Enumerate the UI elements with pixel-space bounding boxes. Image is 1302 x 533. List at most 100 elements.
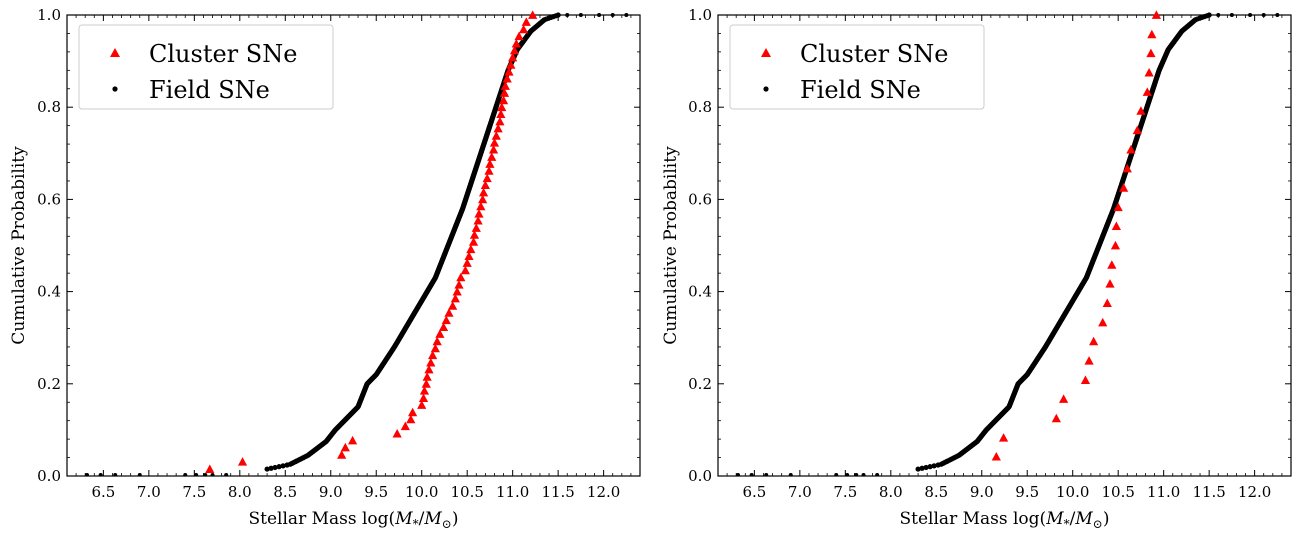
- legend-cluster-marker: [761, 48, 771, 57]
- cluster-point: [1126, 145, 1136, 154]
- field-point: [919, 465, 925, 471]
- cluster-point: [484, 166, 494, 175]
- x-tick-label: 10.0: [1056, 483, 1089, 501]
- x-axis-label-part: *: [1064, 517, 1070, 531]
- cluster-point: [497, 102, 507, 112]
- cluster-point: [1110, 240, 1121, 250]
- cluster-point: [482, 173, 492, 183]
- cluster-point: [237, 457, 248, 466]
- field-point: [98, 473, 103, 476]
- legend-field-label: Field SNe: [149, 76, 270, 104]
- cluster-point: [1119, 183, 1129, 192]
- field-point: [272, 464, 278, 471]
- field-point: [875, 473, 880, 476]
- field-point: [845, 473, 850, 476]
- cluster-point: [509, 45, 520, 55]
- legend-cluster-marker: [110, 48, 120, 57]
- x-axis-label-part: *: [413, 517, 419, 531]
- cluster-point: [417, 400, 427, 409]
- cluster-point: [491, 131, 501, 140]
- cluster-point: [1051, 413, 1061, 423]
- cluster-point: [495, 116, 505, 126]
- x-axis-label-part: M: [1074, 509, 1093, 529]
- x-axis-label-part: ): [1103, 509, 1110, 529]
- legend: Cluster SNe Field SNe: [729, 24, 985, 110]
- cluster-point: [485, 159, 495, 168]
- field-point: [834, 473, 839, 476]
- cluster-point: [1147, 29, 1157, 39]
- field-point: [224, 473, 229, 476]
- y-tick-label: 0.6: [688, 190, 712, 208]
- cluster-point: [1113, 202, 1123, 212]
- x-tick-label: 8.0: [879, 483, 903, 501]
- field-point: [1206, 12, 1212, 18]
- field-point: [85, 473, 90, 476]
- cluster-point: [496, 109, 506, 119]
- cluster-point: [340, 442, 350, 452]
- field-point: [113, 473, 118, 476]
- field-point: [1229, 13, 1234, 17]
- chart-panel-left: 6.5 7.0 7.5 8.0 8.5 9.0 9.5 10.0 10.5 11.0 11.5 12.…: [9, 6, 641, 531]
- cluster-point: [450, 293, 460, 303]
- chart-panel-right: 6.5 7.0 7.5 8.0 8.5 9.0 9.5 10.0 10.5 11.0 11.5 12.…: [661, 6, 1292, 531]
- cluster-point: [1111, 221, 1121, 231]
- x-axis-label-part: ⊙: [1093, 517, 1103, 531]
- cluster-point: [488, 145, 499, 154]
- y-tick-label: 0.2: [37, 375, 61, 393]
- cluster-point: [493, 123, 503, 133]
- field-point: [788, 473, 793, 476]
- x-tick-label: 9.0: [319, 483, 343, 501]
- field-point: [1248, 13, 1253, 17]
- cluster-point: [506, 60, 516, 69]
- cluster-point: [428, 350, 438, 360]
- cluster-point: [1084, 356, 1094, 365]
- cluster-point: [521, 17, 531, 26]
- field-point: [210, 473, 215, 476]
- legend-box: [729, 24, 985, 110]
- cluster-point: [476, 201, 486, 211]
- x-axis-label-part: M: [423, 509, 442, 529]
- field-point: [276, 464, 282, 470]
- cluster-point: [504, 67, 514, 76]
- field-point: [610, 13, 615, 17]
- cluster-point: [528, 10, 538, 19]
- x-tick-label: 9.0: [970, 483, 994, 501]
- legend-field-marker: [112, 86, 118, 92]
- y-tick-label: 0.4: [37, 283, 61, 301]
- cluster-point: [454, 280, 464, 289]
- field-point: [923, 464, 929, 471]
- field-point: [183, 473, 188, 476]
- x-tick-label: 12.0: [587, 483, 620, 501]
- x-tick-label: 6.5: [742, 483, 766, 501]
- x-axis-label-part: ): [452, 509, 459, 529]
- cluster-point: [441, 315, 451, 325]
- cluster-point: [478, 187, 489, 197]
- cluster-point: [998, 433, 1009, 442]
- y-axis-label: Cumulative Probability: [9, 146, 29, 345]
- field-point: [137, 473, 142, 476]
- field-point: [1275, 13, 1280, 17]
- x-tick-label: 7.0: [788, 483, 812, 501]
- cluster-point: [456, 272, 466, 282]
- field-point: [597, 13, 602, 17]
- cluster-point: [1105, 279, 1115, 288]
- cluster-point: [1059, 394, 1069, 403]
- cluster-point: [462, 258, 472, 267]
- y-tick-label: 0.0: [37, 467, 61, 485]
- x-tick-label: 11.0: [1147, 483, 1180, 501]
- y-tick-label: 1.0: [37, 6, 61, 24]
- cluster-point: [438, 322, 449, 332]
- cluster-point: [1107, 260, 1117, 269]
- field-point: [915, 466, 921, 472]
- cluster-point: [474, 209, 484, 218]
- legend: Cluster SNe Field SNe: [78, 24, 334, 110]
- cluster-point: [419, 386, 430, 395]
- field-point: [861, 473, 866, 476]
- field-point: [749, 473, 754, 476]
- cluster-point: [337, 450, 347, 459]
- x-tick-label: 8.0: [228, 483, 252, 501]
- plot-area: [85, 10, 629, 476]
- x-tick-label: 12.0: [1238, 483, 1271, 501]
- x-tick-label: 8.5: [273, 483, 297, 501]
